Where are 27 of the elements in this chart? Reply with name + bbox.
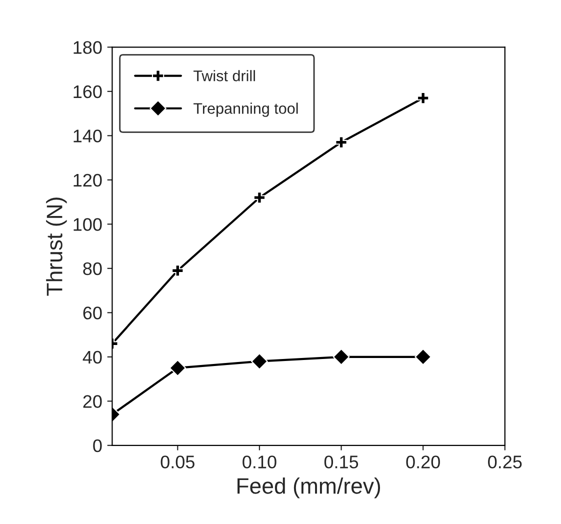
y-tick-label: 20 xyxy=(83,395,102,408)
y-tick-label: 160 xyxy=(74,85,102,98)
point xyxy=(414,348,432,366)
x-tick-label: 0.25 xyxy=(488,456,522,468)
x-tick-label: 0.05 xyxy=(160,456,194,468)
x-tick-label: 0.20 xyxy=(406,456,440,468)
y-tick-label: 180 xyxy=(74,41,102,54)
y-axis-title: Thrust (N) xyxy=(46,198,67,296)
y-tick-label: 140 xyxy=(74,130,102,142)
point xyxy=(253,192,266,204)
point xyxy=(172,264,184,277)
y-tick-label: 40 xyxy=(82,350,102,364)
point xyxy=(332,348,350,366)
y-tick-label: 100 xyxy=(74,218,102,231)
point xyxy=(417,92,430,104)
point xyxy=(251,352,268,370)
x-tick-label: 0.15 xyxy=(324,456,358,468)
y-tick-label: 120 xyxy=(74,174,102,187)
point xyxy=(169,360,186,376)
legend-label: Trepanning tool xyxy=(194,102,298,117)
y-tick-label: 60 xyxy=(83,306,102,320)
y-tick-label: 0 xyxy=(93,439,102,452)
y-tick-label: 80 xyxy=(83,262,102,276)
x-tick-label: 0.10 xyxy=(242,456,276,468)
legend-label: Twist drill xyxy=(194,70,255,82)
x-axis-title: Feed (mm/rev) xyxy=(238,478,380,498)
point xyxy=(335,136,348,148)
